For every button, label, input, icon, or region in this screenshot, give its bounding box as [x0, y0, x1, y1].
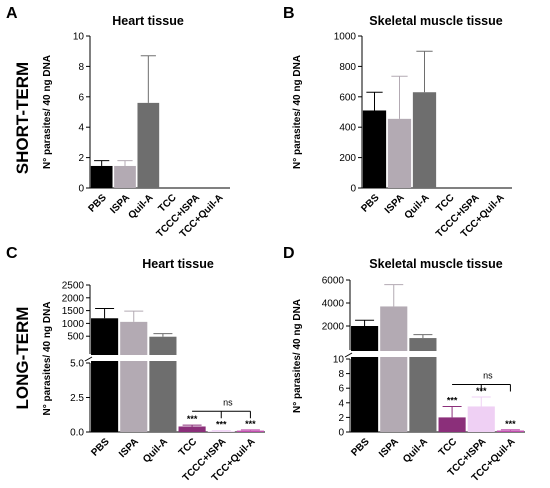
panel-d-x-label-pbs: PBS — [349, 436, 372, 459]
panel-d-bar-tcc-quil-a — [496, 430, 524, 432]
panel-b-y-tick-label-4: 800 — [339, 62, 356, 73]
panel-d-x-label-ispa: ISPA — [377, 436, 401, 460]
panel-a-y-tick-label-3: 6 — [78, 92, 84, 103]
panel-c-y-tick-label-3: 500 — [67, 332, 84, 343]
panel-c: C Heart tissue 0.0 2.5 5.0 500 1000 1500 2000250… — [6, 245, 267, 484]
panel-c-significance-2: *** — [245, 419, 256, 429]
panel-a-title: Heart tissue — [112, 14, 184, 28]
panel-b-x-label-pbs: PBS — [359, 192, 382, 215]
panel-d-y-tick-label-2: 4 — [338, 398, 344, 409]
panel-a-x-label-pbs: PBS — [86, 192, 109, 215]
panel-c-bar-tccc-ispa — [207, 431, 235, 432]
panel-c-y-tick-label-7: 2500 — [62, 281, 85, 292]
panel-b-y-tick-label-1: 200 — [339, 153, 356, 164]
panel-a-y-tick-label-2: 4 — [78, 123, 84, 134]
panel-b-title: Skeletal muscle tissue — [369, 14, 502, 28]
panel-c-y-tick-label-4: 1000 — [62, 319, 85, 330]
panel-c-comparison-label: ns — [223, 397, 233, 407]
panel-c-y-axis-label: N° parasites/ 40 ng DNA — [42, 301, 53, 415]
panel-b-y-tick-label-5: 1000 — [334, 32, 357, 43]
panel-d-y-tick-label-7: 4000 — [322, 299, 345, 310]
panel-d-bar-ispa — [380, 306, 408, 432]
panel-b-x-label-tcc: TCC — [434, 192, 456, 214]
panel-a-y-tick-label-5: 10 — [73, 32, 85, 43]
panel-c-y-tick-label-1: 2.5 — [70, 393, 84, 404]
panel-d-bar-tcc — [438, 417, 466, 432]
panel-a-letter: A — [6, 5, 18, 22]
panel-c-bar-ispa — [120, 321, 148, 432]
panel-c-comparison-bracket-ticks — [220, 411, 251, 419]
panel-c-x-label-quil-a: Quil-A — [141, 436, 170, 465]
panel-d-axis-break-mark — [344, 352, 353, 358]
panel-b-y-tick-label-3: 600 — [339, 92, 356, 103]
panel-d: D Skeletal muscle tissue 0 2 4 6 8 10 2000 4000 60… — [283, 245, 527, 484]
panel-d-y-tick-label-8: 6000 — [322, 276, 345, 287]
panel-b-y-tick-label-0: 0 — [350, 184, 356, 195]
panel-c-y-tick-label-6: 2000 — [62, 293, 85, 304]
panel-b-bar-pbs — [362, 110, 387, 188]
panel-d-x-label-quil-a: Quil-A — [401, 436, 430, 465]
row-label-long-term: LONG-TERM — [13, 307, 32, 410]
panel-a-y-axis-label: N° parasites/ 40 ng DNA — [42, 55, 53, 169]
panel-d-significance-0: *** — [447, 395, 458, 405]
panel-c-x-label-tcc: TCC — [177, 436, 199, 458]
panel-a-x-label-quil-a: Quil-A — [126, 192, 155, 221]
panel-c-y-tick-label-2: 5.0 — [70, 359, 84, 370]
panel-a-bar-quil-a — [137, 102, 160, 188]
panel-b-letter: B — [283, 5, 295, 22]
panel-b-bar-ispa — [387, 118, 412, 188]
panel-d-y-tick-label-4: 8 — [338, 369, 344, 380]
panel-d-y-tick-label-1: 2 — [338, 413, 344, 424]
panel-c-bar-tcc — [178, 426, 206, 432]
panel-c-axis-break — [84, 355, 267, 361]
panel-d-bar-tcc-ispa — [467, 406, 495, 432]
panel-a-bar-pbs — [90, 165, 113, 188]
panel-c-bar-tcc-quil-a — [236, 430, 264, 432]
row-label-short-term: SHORT-TERM — [13, 62, 32, 174]
panel-d-y-tick-label-3: 6 — [338, 384, 344, 395]
panel-c-letter: C — [6, 245, 18, 262]
panel-b: B Skeletal muscle tissue 0 200 400 600 800 1000… — [283, 5, 512, 240]
panel-d-title: Skeletal muscle tissue — [369, 257, 502, 271]
panel-d-y-axis-label: N° parasites/ 40 ng DNA — [292, 299, 303, 413]
panel-c-bar-quil-a — [149, 336, 177, 432]
panel-b-y-tick-label-2: 400 — [339, 123, 356, 134]
panel-c-significance-0: *** — [187, 414, 198, 424]
panel-c-y-tick-label-0: 0.0 — [70, 428, 84, 439]
panel-d-letter: D — [283, 245, 295, 262]
panel-d-comparison-label: ns — [483, 371, 493, 381]
panel-d-comparison-bracket-ticks — [480, 384, 511, 392]
panel-d-bar-pbs — [351, 326, 379, 432]
panel-d-y-tick-label-5: 10 — [333, 355, 345, 366]
panel-d-x-label-tcc: TCC — [437, 436, 459, 458]
panel-c-bar-pbs — [91, 318, 119, 432]
panel-c-axis-break-mark — [84, 356, 93, 362]
panel-a: A Heart tissue 0 2 4 6 8 10 N° parasites/ 40 ng … — [6, 5, 230, 240]
panel-c-significance-1: *** — [216, 420, 227, 430]
panel-c-x-label-pbs: PBS — [89, 436, 112, 459]
panel-d-y-tick-label-6: 2000 — [322, 322, 345, 333]
panel-b-bar-quil-a — [412, 92, 437, 188]
panel-c-y-tick-label-5: 1500 — [62, 306, 85, 317]
panel-a-y-tick-label-1: 2 — [78, 153, 84, 164]
panel-c-title: Heart tissue — [142, 257, 214, 271]
panel-a-bar-ispa — [114, 165, 136, 188]
panel-b-y-axis-label: N° parasites/ 40 ng DNA — [292, 55, 303, 169]
panel-a-y-tick-label-0: 0 — [78, 184, 84, 195]
panel-d-axis-break — [344, 351, 527, 357]
panel-c-x-label-ispa: ISPA — [117, 436, 141, 460]
row-labels: SHORT-TERM LONG-TERM — [13, 62, 32, 410]
panel-a-y-tick-label-4: 8 — [78, 62, 84, 73]
panel-b-x-label-quil-a: Quil-A — [403, 192, 432, 221]
panel-d-y-tick-label-0: 0 — [338, 428, 344, 439]
panel-d-significance-2: *** — [505, 419, 516, 429]
